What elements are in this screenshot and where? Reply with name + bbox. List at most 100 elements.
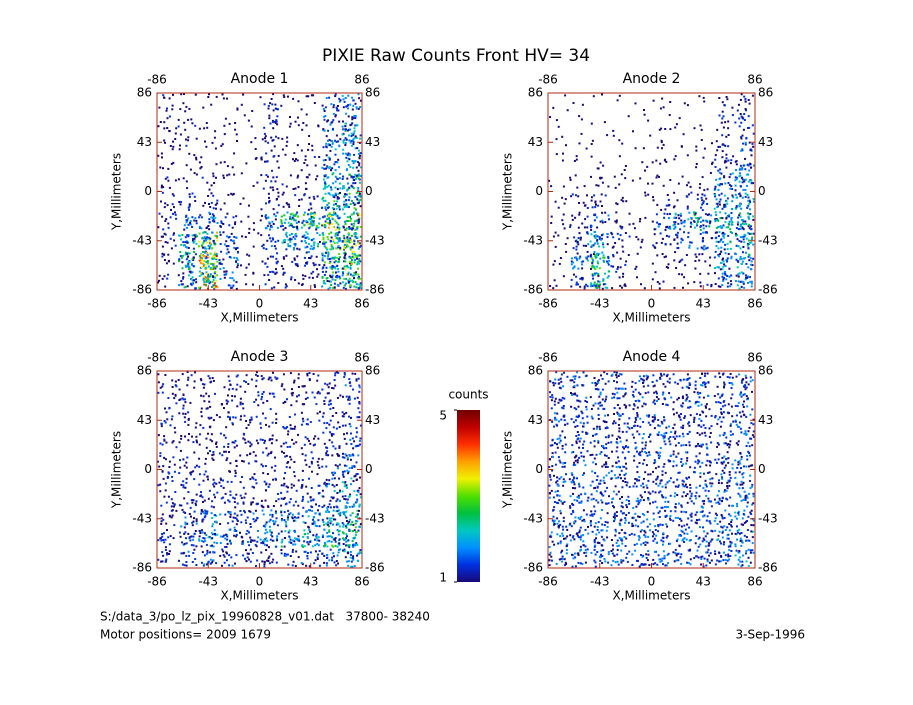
count-dot bbox=[323, 224, 326, 227]
count-dot bbox=[192, 544, 195, 547]
count-dot bbox=[295, 516, 298, 519]
count-dot bbox=[677, 182, 680, 185]
count-dot bbox=[673, 191, 676, 194]
count-dot bbox=[328, 258, 331, 260]
count-dot bbox=[249, 441, 252, 444]
count-dot bbox=[741, 181, 744, 184]
count-dot bbox=[661, 253, 664, 255]
count-dot bbox=[353, 203, 356, 206]
count-dot bbox=[350, 477, 353, 480]
count-dot bbox=[310, 239, 313, 242]
y-tick-label: -86 bbox=[132, 283, 152, 297]
count-dot bbox=[687, 282, 690, 285]
heatmap-dots bbox=[157, 371, 362, 568]
count-dot bbox=[227, 284, 230, 287]
count-dot bbox=[339, 248, 342, 251]
count-dot bbox=[599, 200, 602, 203]
count-dot bbox=[359, 198, 362, 201]
count-dot bbox=[343, 433, 345, 436]
count-dot bbox=[622, 200, 625, 203]
count-dot bbox=[327, 257, 329, 260]
count-dot bbox=[587, 255, 590, 258]
count-dot bbox=[282, 484, 285, 487]
count-dot bbox=[232, 516, 235, 519]
count-dot bbox=[306, 554, 309, 557]
count-dot bbox=[231, 520, 234, 523]
count-dot bbox=[292, 97, 295, 100]
count-dot bbox=[205, 241, 208, 244]
count-dot bbox=[245, 266, 248, 269]
count-dot bbox=[359, 154, 361, 157]
count-dot bbox=[576, 384, 579, 387]
count-dot bbox=[723, 248, 726, 251]
count-dot bbox=[212, 451, 215, 454]
count-dot bbox=[638, 380, 641, 382]
count-dot bbox=[274, 247, 277, 250]
count-dot bbox=[714, 267, 716, 269]
count-dot bbox=[166, 107, 168, 110]
count-dot bbox=[353, 211, 356, 214]
count-dot bbox=[264, 283, 267, 286]
count-dot bbox=[195, 464, 198, 467]
count-dot bbox=[192, 257, 195, 259]
count-dot bbox=[272, 176, 275, 179]
count-dot bbox=[195, 545, 198, 548]
count-dot bbox=[306, 374, 309, 377]
count-dot bbox=[731, 114, 734, 117]
count-dot bbox=[749, 257, 752, 260]
count-dot bbox=[209, 245, 212, 248]
count-dot bbox=[226, 538, 229, 541]
count-dot bbox=[301, 283, 304, 286]
count-dot bbox=[284, 554, 287, 557]
count-dot bbox=[158, 465, 161, 468]
count-dot bbox=[339, 246, 342, 249]
count-dot bbox=[184, 516, 187, 519]
count-dot bbox=[675, 233, 677, 236]
count-dot bbox=[562, 152, 564, 155]
count-dot bbox=[212, 255, 215, 258]
count-dot bbox=[305, 113, 308, 116]
count-dot bbox=[696, 247, 699, 250]
count-dot bbox=[574, 377, 576, 380]
count-dot bbox=[201, 242, 204, 245]
count-dot bbox=[343, 265, 346, 268]
count-dot bbox=[345, 533, 348, 536]
count-dot bbox=[579, 236, 582, 239]
count-dot bbox=[235, 460, 238, 462]
count-dot bbox=[740, 262, 743, 265]
count-dot bbox=[720, 238, 723, 241]
count-dot bbox=[220, 497, 223, 500]
count-dot bbox=[625, 260, 628, 263]
count-dot bbox=[330, 434, 333, 437]
count-dot bbox=[220, 485, 223, 488]
count-dot bbox=[341, 481, 344, 484]
count-dot bbox=[738, 180, 741, 183]
count-dot bbox=[235, 493, 238, 496]
count-dot bbox=[321, 458, 324, 461]
count-dot bbox=[287, 514, 290, 517]
count-dot bbox=[187, 261, 190, 264]
count-dot bbox=[727, 182, 730, 184]
count-dot bbox=[651, 381, 654, 383]
count-dot bbox=[345, 395, 348, 398]
count-dot bbox=[212, 279, 215, 281]
count-dot bbox=[342, 473, 345, 476]
count-dot bbox=[336, 178, 339, 181]
count-dot bbox=[306, 164, 309, 167]
count-dot bbox=[323, 115, 326, 118]
count-dot bbox=[290, 392, 293, 395]
count-dot bbox=[219, 477, 222, 480]
count-dot bbox=[208, 239, 211, 242]
count-dot bbox=[741, 260, 744, 263]
count-dot bbox=[266, 454, 269, 457]
count-dot bbox=[198, 535, 201, 538]
count-dot bbox=[282, 271, 285, 274]
count-dot bbox=[747, 282, 749, 284]
count-dot bbox=[339, 489, 341, 492]
count-dot bbox=[316, 412, 319, 415]
count-dot bbox=[180, 483, 183, 486]
count-dot bbox=[668, 114, 671, 116]
count-dot bbox=[346, 204, 349, 207]
count-dot bbox=[598, 237, 601, 240]
count-dot bbox=[227, 394, 229, 397]
